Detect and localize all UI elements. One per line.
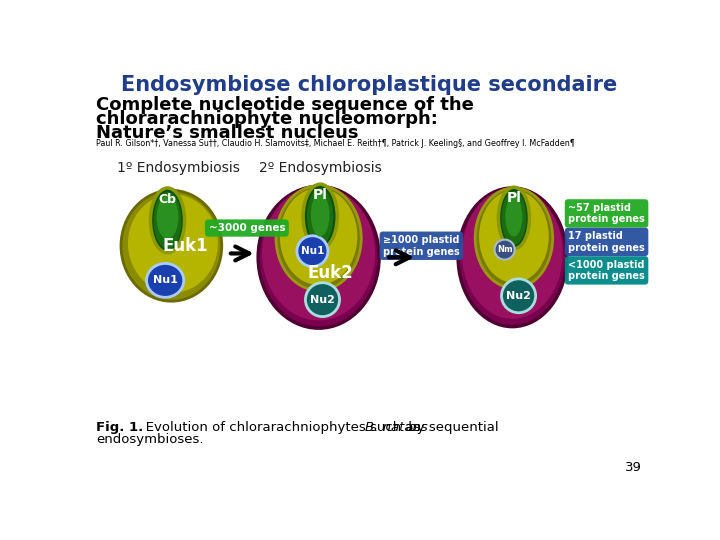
Text: Pl: Pl <box>506 191 521 205</box>
Text: endosymbioses.: endosymbioses. <box>96 433 204 446</box>
Text: Nature’s smallest nucleus: Nature’s smallest nucleus <box>96 124 359 142</box>
Text: 2º Endosymbiosis: 2º Endosymbiosis <box>259 161 382 175</box>
Ellipse shape <box>305 283 340 316</box>
Text: Euk1: Euk1 <box>163 237 208 255</box>
Ellipse shape <box>502 191 526 245</box>
Ellipse shape <box>475 188 553 288</box>
Text: Endosymbiose chloroplastique secondaire: Endosymbiose chloroplastique secondaire <box>121 75 617 95</box>
Ellipse shape <box>150 188 184 253</box>
Ellipse shape <box>311 193 330 237</box>
Ellipse shape <box>147 264 184 298</box>
Ellipse shape <box>297 236 328 267</box>
Text: Euk2: Euk2 <box>307 264 353 282</box>
Ellipse shape <box>495 240 515 260</box>
Text: Paul R. Gilson*†, Vanessa Su††, Claudio H. Slamovits‡, Michael E. Reith†¶, Patri: Paul R. Gilson*†, Vanessa Su††, Claudio … <box>96 139 575 148</box>
Text: Nu2: Nu2 <box>506 291 531 301</box>
Text: ~57 plastid
protein genes: ~57 plastid protein genes <box>568 202 645 224</box>
Text: <1000 plastid
protein genes: <1000 plastid protein genes <box>568 260 645 281</box>
Text: Evolution of chlorarachniophytes such as: Evolution of chlorarachniophytes such as <box>132 421 424 434</box>
Text: Cb: Cb <box>158 193 176 206</box>
Ellipse shape <box>502 279 536 313</box>
Ellipse shape <box>276 186 361 291</box>
Ellipse shape <box>498 187 529 249</box>
Ellipse shape <box>505 197 523 237</box>
Text: chlorarachniophyte nucleomorph:: chlorarachniophyte nucleomorph: <box>96 110 438 128</box>
Text: Nm: Nm <box>497 245 513 254</box>
Text: ~3000 genes: ~3000 genes <box>209 223 285 233</box>
Ellipse shape <box>462 188 563 319</box>
Text: 1º Endosymbiosis: 1º Endosymbiosis <box>117 161 240 175</box>
Text: Pl: Pl <box>312 188 328 202</box>
Text: Nu1: Nu1 <box>153 275 178 286</box>
Ellipse shape <box>262 186 375 320</box>
Ellipse shape <box>128 194 218 293</box>
Text: B. natans: B. natans <box>365 421 428 434</box>
Ellipse shape <box>307 188 333 245</box>
Text: Nu2: Nu2 <box>310 295 335 305</box>
Text: 39: 39 <box>625 462 642 475</box>
Ellipse shape <box>153 192 181 249</box>
Ellipse shape <box>458 188 567 327</box>
Ellipse shape <box>280 188 357 285</box>
Ellipse shape <box>157 195 179 239</box>
Text: by sequential: by sequential <box>404 421 498 434</box>
Ellipse shape <box>121 190 222 301</box>
Text: Nu1: Nu1 <box>301 246 324 256</box>
Ellipse shape <box>258 186 379 328</box>
Ellipse shape <box>303 184 337 249</box>
Text: Fig. 1.: Fig. 1. <box>96 421 143 434</box>
Ellipse shape <box>479 190 549 283</box>
Text: 17 plastid
protein genes: 17 plastid protein genes <box>568 231 645 253</box>
Text: ≥1000 plastid
protein genes: ≥1000 plastid protein genes <box>383 235 459 256</box>
Text: Complete nucleotide sequence of the: Complete nucleotide sequence of the <box>96 96 474 114</box>
